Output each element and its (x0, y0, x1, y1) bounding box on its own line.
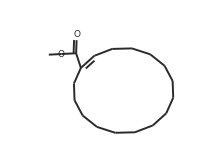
Text: O: O (58, 50, 65, 59)
Text: O: O (73, 31, 80, 40)
